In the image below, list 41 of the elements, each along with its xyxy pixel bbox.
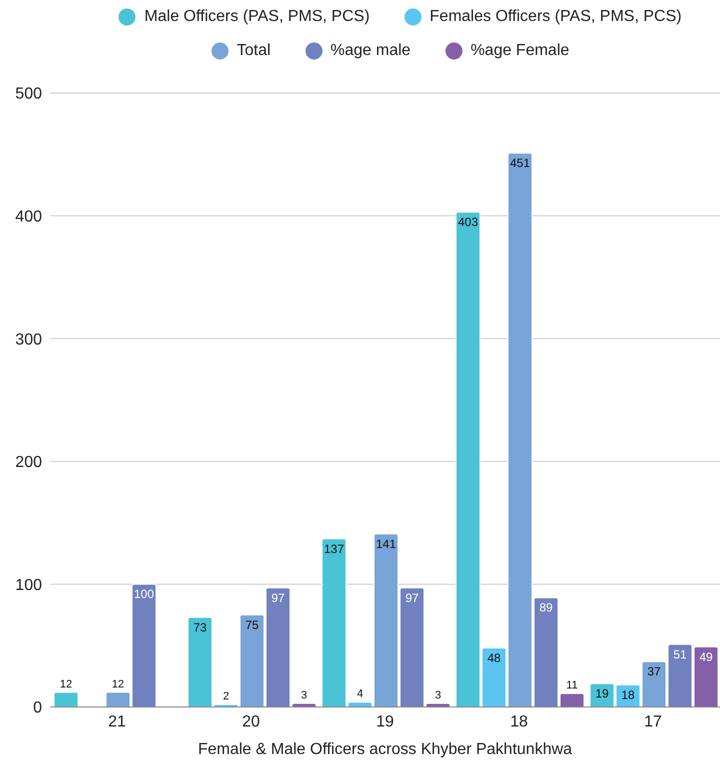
y-tick-label: 0 [33,700,42,717]
data-label: 97 [271,590,286,605]
data-label: 75 [245,618,260,632]
data-label: 451 [510,156,530,170]
data-label: 3 [300,689,308,702]
data-label: 18 [621,688,636,702]
y-tick-label: 100 [15,576,42,594]
legend-label: Females Officers (PAS, PMS, PCS) [430,8,682,26]
legend-label: Male Officers (PAS, PMS, PCS) [144,8,370,26]
data-label: 11 [566,679,578,692]
y-tick-label: 500 [15,86,42,103]
x-tick-label: 18 [510,713,528,730]
data-label: 4 [356,688,364,700]
data-label: 2 [222,690,230,703]
data-label: 12 [60,678,72,690]
legend-label: Total [236,42,271,60]
x-tick-label: 17 [644,713,662,730]
x-axis-title: Female & Male Officers across Khyber Pakhtunkhwa [198,741,572,758]
bar [54,692,79,707]
data-label: 3 [434,689,442,702]
data-label: 100 [134,587,154,602]
legend-label: %age Female [470,42,570,60]
y-tick-label: 400 [15,208,42,226]
data-label: 137 [324,542,344,556]
x-tick-label: 21 [108,713,126,730]
data-label: 89 [539,600,554,615]
data-label: 141 [376,536,396,551]
data-label: 51 [673,647,688,662]
data-label: 49 [699,650,714,664]
data-label: 12 [112,678,124,690]
data-label: 97 [405,590,420,605]
y-tick-label: 300 [15,331,42,348]
legend-label: %age male [330,42,411,60]
data-label: 403 [458,215,478,230]
x-tick-label: 20 [242,713,260,730]
data-label: 37 [647,664,662,679]
x-tick-label: 19 [376,713,394,730]
data-label: 19 [595,686,610,701]
data-label: 73 [193,620,208,634]
data-label: 48 [487,651,502,666]
y-tick-label: 200 [15,454,42,472]
